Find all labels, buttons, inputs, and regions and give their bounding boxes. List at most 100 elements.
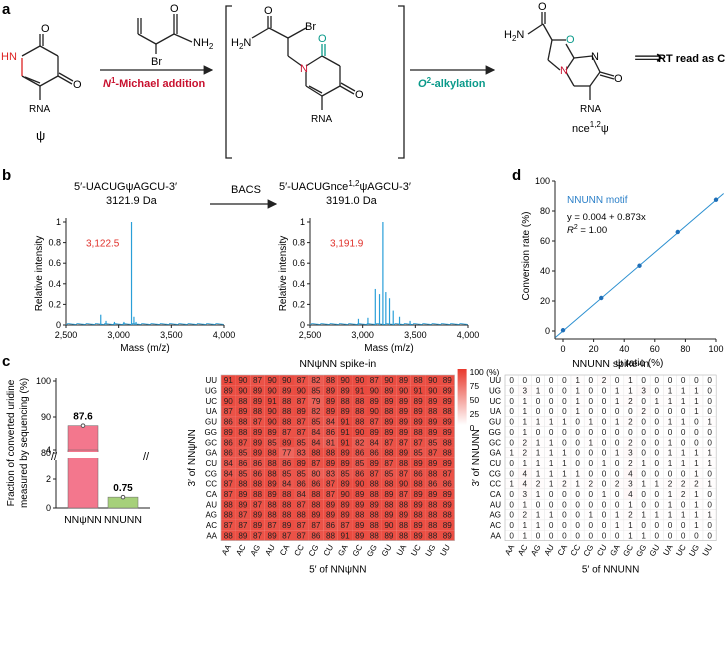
heatmap-cell xyxy=(381,426,397,438)
heatmap-cell-value: 89 xyxy=(443,376,453,385)
panel-label-b: b xyxy=(2,167,11,184)
heatmap-cell-value: 89 xyxy=(384,418,394,427)
heatmap-cell-value: 89 xyxy=(443,531,453,540)
heatmap-cell xyxy=(294,437,309,448)
heatmap-cell-value: 89 xyxy=(384,387,394,396)
heatmap-cell-value: 89 xyxy=(268,480,278,489)
heatmap-cell xyxy=(337,478,353,489)
heatmap-cell-value: 90 xyxy=(355,480,365,489)
c-axis-break-left: // xyxy=(51,451,58,463)
heatmap-cell xyxy=(279,426,294,438)
heatmap-cell xyxy=(235,457,251,469)
heatmap-cell-value: 2 xyxy=(602,376,607,385)
d-x-tick-label: 20 xyxy=(589,344,599,354)
heatmap-cell-value: 88 xyxy=(326,376,336,385)
heatmap-row-label: UG xyxy=(205,387,217,396)
heatmap-cell-value: 82 xyxy=(355,438,365,447)
heatmap-cell xyxy=(323,488,338,500)
heatmap-cell-value: 88 xyxy=(428,521,438,530)
heatmap-cell xyxy=(337,375,353,386)
heatmap-cell xyxy=(337,437,353,448)
c-bar-point xyxy=(120,494,126,500)
product-oxygen-ring: O xyxy=(566,34,575,46)
heatmap-cell xyxy=(279,375,294,386)
heatmap-cell-value: 88 xyxy=(443,438,453,447)
heatmap-cell xyxy=(410,416,426,427)
heatmap-cell-value: 89 xyxy=(238,490,248,499)
heatmap-cell-value: 2 xyxy=(694,480,699,489)
heatmap-cell-value: 89 xyxy=(428,490,438,499)
heatmap-cell-value: 0 xyxy=(694,376,699,385)
heatmap-cell-value: 0 xyxy=(509,418,514,427)
heatmap-cell-value: 1 xyxy=(509,480,514,489)
heatmap-cell xyxy=(279,457,294,469)
heatmap-cell-value: 0 xyxy=(655,449,660,458)
heatmap-cell-value: 1 xyxy=(615,387,620,396)
heatmap-cell-value: 2 xyxy=(641,407,646,416)
heatmap-cell-value: 0 xyxy=(602,428,607,437)
d-y-tick-label: 0 xyxy=(545,326,550,336)
heatmap-cell-value: 1 xyxy=(549,480,554,489)
heatmap-cell-value: 90 xyxy=(428,387,438,396)
product-structure xyxy=(527,12,615,100)
heatmap-cell xyxy=(279,499,294,510)
heatmap-cell-value: 4 xyxy=(628,490,633,499)
heatmap-cell xyxy=(425,416,440,427)
heatmap-cell-value: 89 xyxy=(443,459,453,468)
heatmap-cell-value: 0 xyxy=(641,490,646,499)
heatmap-cell xyxy=(367,457,382,469)
heatmap-cell xyxy=(221,395,236,407)
heatmap-cell xyxy=(396,385,411,396)
heatmap-cell xyxy=(294,519,309,531)
heatmap-cell-value: 0 xyxy=(655,469,660,478)
heatmap-cell-value: 85 xyxy=(297,438,307,447)
heatmap-cell-value: 88 xyxy=(370,490,380,499)
heatmap-cell-value: 89 xyxy=(399,418,409,427)
heatmap-cell xyxy=(440,468,455,479)
heatmap-row-label: AA xyxy=(490,531,501,540)
heatmap-cell xyxy=(367,468,382,479)
heatmap-cell-value: 89 xyxy=(428,459,438,468)
heatmap-cell-value: 0 xyxy=(681,376,686,385)
heatmap-cell xyxy=(410,457,426,469)
heatmap-col-label: UC xyxy=(674,543,688,558)
d-data-point xyxy=(637,263,642,268)
heatmap-cell-value: 1 xyxy=(536,521,541,530)
heatmap-cell-value: 0 xyxy=(602,531,607,540)
heatmap-cell-value: 0 xyxy=(575,490,580,499)
heatmap-cell-value: 86 xyxy=(355,469,365,478)
heatmap-cell-value: 87 xyxy=(341,521,351,530)
d-x-tick-label: 40 xyxy=(619,344,629,354)
heatmap-cell-value: 82 xyxy=(311,376,321,385)
heatmap-cell xyxy=(396,488,411,500)
heatmap-cell xyxy=(410,499,426,510)
heatmap-cell xyxy=(308,406,324,417)
heatmap-cell-value: 89 xyxy=(311,511,321,520)
psi-rna-label: RNA xyxy=(29,104,50,115)
heatmap-cell-value: 1 xyxy=(536,449,541,458)
heatmap-cell-value: 87 xyxy=(443,469,453,478)
ms-x-tick-label: 3,500 xyxy=(404,330,427,340)
heatmap-cell xyxy=(308,478,324,489)
heatmap-cell xyxy=(425,437,440,448)
heatmap-cell-value: 89 xyxy=(268,428,278,437)
heatmap-cell-value: 90 xyxy=(399,480,409,489)
d-r-squared: R2 = 1.00 xyxy=(567,224,607,236)
heatmap-cell-value: 85 xyxy=(238,469,248,478)
reagent-oxygen: O xyxy=(170,3,179,15)
heatmap-cell-value: 0 xyxy=(509,490,514,499)
reagent-structure xyxy=(137,14,193,54)
heatmap-cell-value: 87 xyxy=(224,490,234,499)
heatmap-row-label: UU xyxy=(205,376,217,385)
heatmap-cell xyxy=(308,499,324,510)
heatmap-cell xyxy=(396,395,411,407)
heatmap-cell-value: 0 xyxy=(655,376,660,385)
heatmap-cell xyxy=(337,385,353,396)
heatmap-cell xyxy=(337,509,353,520)
heatmap-cell-value: 1 xyxy=(575,480,580,489)
heatmap-cell xyxy=(250,426,265,438)
heatmap-nnunn: NNUNN spike-in0 0 0 0 0 1 0 2 0 1 0 0 0 0 0 00 3 1 0 0 1 0 0 1 1… xyxy=(471,358,717,576)
heatmap-cell-value: 88 xyxy=(355,418,365,427)
ms-left-plot: 0 0.2 0.4 0.6 0.8 1 2,500 3,000 3,500 4,000 Mass (… xyxy=(34,217,235,354)
